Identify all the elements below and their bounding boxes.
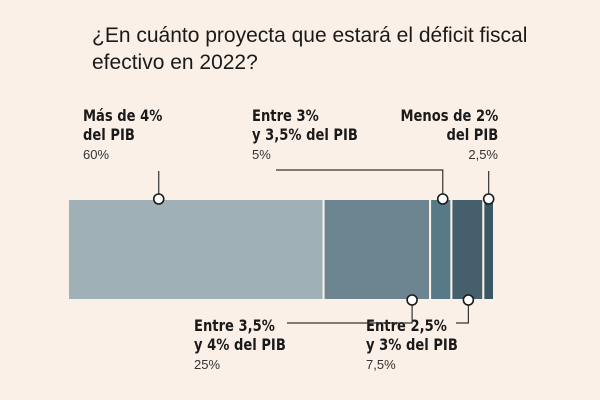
label-menos-de-2-line2: del PIB (446, 125, 498, 144)
bar-segment-entre-3-5-y-4 (322, 198, 432, 301)
label-mas-de-4-value: 60% (83, 147, 110, 162)
label-entre-3-y-3-5: Entre 3% y 3,5% del PIB 5% (252, 106, 381, 163)
label-mas-de-4-line2: del PIB (83, 125, 135, 144)
label-entre-2-5-y-3-value: 7,5% (366, 357, 396, 372)
label-entre-3-5-y-4-line2: y 4% del PIB (194, 335, 286, 354)
label-entre-3-y-3-5-line1: Entre 3% (252, 106, 319, 125)
leader-line-entre-2-5-y-3 (456, 300, 469, 324)
leader-lines (152, 169, 495, 324)
leader-line-entre-3-y-3-5 (276, 169, 444, 199)
label-menos-de-2-line1: Menos de 2% (400, 106, 498, 125)
label-entre-3-5-y-4: Entre 3,5% y 4% del PIB 25% (194, 316, 306, 373)
bar-segments (67, 198, 496, 301)
bar-segment-entre-2-5-y-3 (450, 198, 485, 301)
marker-menos-de-2 (482, 193, 495, 205)
label-mas-de-4: Más de 4% del PIB 60% (83, 106, 180, 163)
label-entre-3-5-y-4-value: 25% (194, 357, 221, 372)
label-entre-3-y-3-5-value: 5% (252, 147, 271, 162)
marker-mas-de-4 (152, 193, 165, 205)
marker-entre-2-5-y-3 (462, 294, 475, 306)
label-entre-3-5-y-4-line1: Entre 3,5% (194, 316, 275, 335)
leader-line-entre-3-5-y-4 (287, 300, 413, 324)
bar-segment-menos-de-2 (482, 198, 496, 301)
bar-segment-mas-de-4 (67, 198, 325, 301)
bar-segment-entre-3-y-3-5 (429, 198, 453, 301)
marker-entre-3-y-3-5 (436, 193, 449, 205)
chart-title: ¿En cuánto proyecta que estará el défici… (92, 24, 528, 74)
label-entre-2-5-y-3-line2: y 3% del PIB (366, 335, 458, 354)
label-entre-3-y-3-5-line2: y 3,5% del PIB (252, 125, 358, 144)
label-entre-2-5-y-3-line1: Entre 2,5% (366, 316, 447, 335)
label-menos-de-2: Menos de 2% del PIB 2,5% (379, 106, 498, 163)
marker-entre-3-5-y-4 (406, 294, 418, 306)
label-mas-de-4-line1: Más de 4% (83, 106, 163, 125)
label-menos-de-2-value: 2,5% (468, 147, 498, 162)
label-entre-2-5-y-3: Entre 2,5% y 3% del PIB 7,5% (366, 316, 478, 373)
